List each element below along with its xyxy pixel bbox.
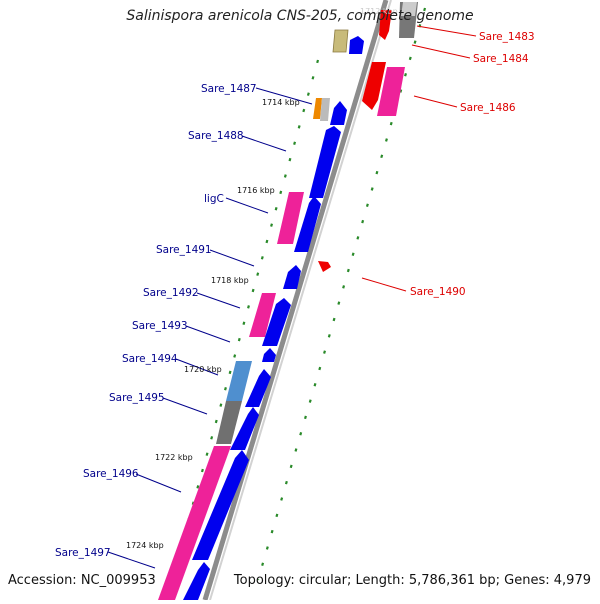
gene-label-sare-1484[interactable]: Sare_1484 [473, 53, 529, 65]
gene-arrow-forward [262, 298, 291, 346]
leader-line [413, 95, 458, 108]
leader-line [209, 249, 255, 267]
backbone-line-shadow [209, 0, 392, 601]
leader-line [411, 44, 471, 59]
gene-arrow-forward [309, 126, 341, 198]
position-tick-label: 1724 kbp [126, 541, 164, 550]
position-tick-label: 1714 kbp [262, 98, 300, 107]
gene-arrow-reverse [379, 10, 392, 40]
gene-arrow-forward [349, 36, 364, 54]
gene-arrow-reverse [362, 62, 386, 110]
leader-line [162, 397, 208, 415]
gene-feature [313, 98, 322, 119]
gene-arrow-forward [330, 101, 347, 125]
gene-label-sare-1491[interactable]: Sare_1491 [156, 244, 212, 256]
gene-label-sare-1488[interactable]: Sare_1488 [188, 130, 244, 142]
accession-text: Accession: NC_009953 [8, 573, 156, 588]
gene-arrow-forward [192, 450, 249, 560]
gene-arrow-forward [294, 196, 321, 252]
gene-label-sare-1492[interactable]: Sare_1492 [143, 287, 199, 299]
gene-feature [401, 2, 417, 16]
position-tick-label: 1718 kbp [211, 276, 249, 285]
gene-label-sare-1493[interactable]: Sare_1493 [132, 320, 188, 332]
gene-arrow-forward [245, 369, 271, 407]
gene-label-sare-1495[interactable]: Sare_1495 [109, 392, 165, 404]
leader-line [135, 473, 182, 493]
position-tick-label: 1716 kbp [237, 186, 275, 195]
gene-arrow-forward [230, 407, 259, 450]
leader-line [361, 277, 407, 292]
leader-line [175, 358, 219, 376]
gene-label-sare-1490[interactable]: Sare_1490 [410, 286, 466, 298]
forward-gene-features [158, 29, 364, 600]
backbone-line [202, 0, 389, 601]
gene-feature [320, 98, 330, 121]
position-tick-label-faint: 1712 kbp [360, 7, 398, 16]
gene-label-sare-1487[interactable]: Sare_1487 [201, 83, 257, 95]
gene-feature [332, 29, 349, 53]
genome-title: Salinispora arenicola CNS-205, complete … [126, 8, 474, 24]
gene-feature [249, 293, 276, 337]
gene-label-sare-1497[interactable]: Sare_1497 [55, 547, 111, 559]
leader-line [225, 197, 269, 214]
leader-line [241, 135, 287, 152]
gene-label-sare-1496[interactable]: Sare_1496 [83, 468, 139, 480]
gene-feature [216, 401, 242, 444]
gene-feature [277, 192, 304, 244]
gene-arrow-forward [183, 562, 210, 600]
leader-line [185, 325, 231, 343]
gene-label-sare-1494[interactable]: Sare_1494 [122, 353, 178, 365]
gene-arrow-forward [262, 348, 276, 362]
leader-line [255, 87, 313, 105]
gene-feature [158, 446, 231, 600]
leader-line [416, 25, 477, 37]
position-tick-label: 1722 kbp [155, 453, 193, 462]
reverse-gene-features [318, 2, 418, 272]
gene-label-sare-1483[interactable]: Sare_1483 [479, 31, 535, 43]
gene-label-ligc[interactable]: ligC [204, 193, 224, 205]
gene-arrow-forward [283, 265, 301, 289]
gene-label-sare-1486[interactable]: Sare_1486 [460, 102, 516, 114]
position-tick-label: 1720 kbp [184, 365, 222, 374]
gene-feature [377, 67, 405, 116]
genome-summary-text: Topology: circular; Length: 5,786,361 bp… [233, 573, 591, 588]
leader-line [196, 292, 241, 309]
leader-line [107, 551, 156, 569]
gene-arrow-reverse [318, 261, 331, 272]
gene-feature [226, 361, 252, 401]
